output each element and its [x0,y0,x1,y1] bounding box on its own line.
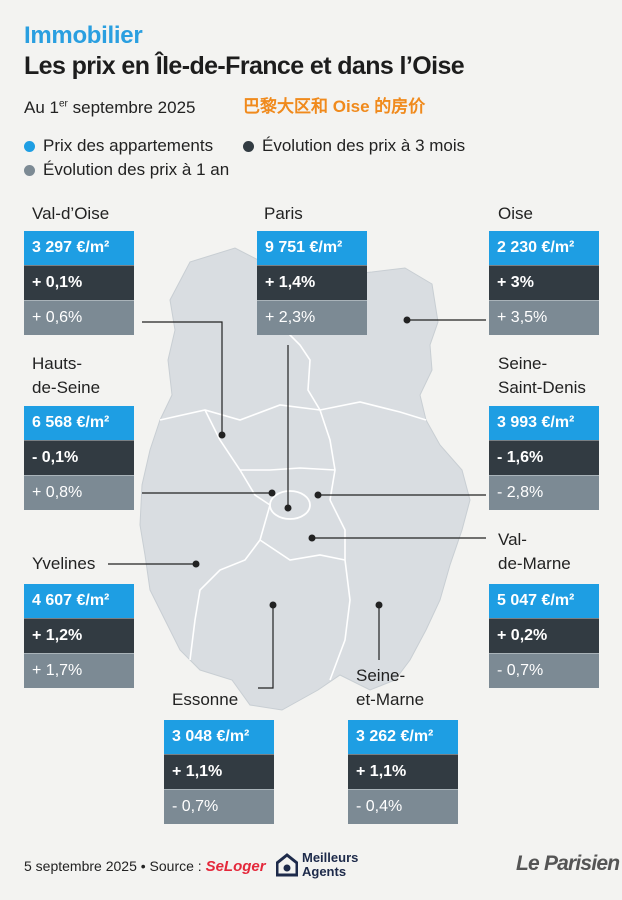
legend-dot-1-year [24,164,35,176]
legend-item-3-months: Évolution des prix à 3 mois [243,136,465,156]
meilleurs-agents-logo: Meilleurs Agents [276,851,358,879]
legend-dot-price [24,140,35,152]
label-seine-saint-denis: Seine- Saint-Denis [498,354,586,397]
price-cell: 2 230 €/m² [489,231,599,265]
le-parisien-logo: Le Parisien [516,852,620,875]
seloger-logo: SeLoger [205,858,266,875]
change-3-months-cell: + 3% [489,265,599,300]
label-paris: Paris [264,204,303,223]
price-cell: 3 297 €/m² [24,231,134,265]
house-icon [276,853,298,877]
date-line: Au 1er septembre 2025 [24,98,196,117]
source-line: 5 septembre 2025 • Source : SeLoger [24,858,266,875]
price-cell: 3 993 €/m² [489,406,599,440]
change-3-months-cell: + 1,1% [348,754,458,789]
kicker: Immobilier [24,22,143,49]
price-cell: 4 607 €/m² [24,584,134,618]
change-3-months-cell: + 1,2% [24,618,134,653]
page-title: Les prix en Île-de-France et dans l’Oise [24,52,465,80]
change-1-year-cell: + 0,8% [24,475,134,510]
change-3-months-cell: + 1,4% [257,265,367,300]
data-box-hauts-de-seine: 6 568 €/m² - 0,1% + 0,8% [24,406,134,510]
label-val-doise: Val-d’Oise [32,204,110,223]
data-box-oise: 2 230 €/m² + 3% + 3,5% [489,231,599,335]
change-3-months-cell: + 0,1% [24,265,134,300]
price-cell: 3 048 €/m² [164,720,274,754]
data-box-essonne: 3 048 €/m² + 1,1% - 0,7% [164,720,274,824]
change-1-year-cell: - 0,7% [164,789,274,824]
change-1-year-cell: - 0,4% [348,789,458,824]
change-1-year-cell: + 0,6% [24,300,134,335]
change-1-year-cell: - 2,8% [489,475,599,510]
legend-item-1-year: Évolution des prix à 1 an [24,160,229,180]
change-3-months-cell: + 0,2% [489,618,599,653]
legend-item-price: Prix des appartements [24,136,213,156]
data-box-val-de-marne: 5 047 €/m² + 0,2% - 0,7% [489,584,599,688]
label-yvelines: Yvelines [32,554,96,573]
change-1-year-cell: + 1,7% [24,653,134,688]
price-cell: 9 751 €/m² [257,231,367,265]
label-hauts-de-seine: Hauts-de-Seine [32,354,101,397]
data-box-seine-saint-denis: 3 993 €/m² - 1,6% - 2,8% [489,406,599,510]
leader-dots [192,316,411,609]
label-seine-et-marne: Seine-et-Marne [356,666,425,709]
change-3-months-cell: + 1,1% [164,754,274,789]
change-1-year-cell: + 3,5% [489,300,599,335]
change-1-year-cell: + 2,3% [257,300,367,335]
change-3-months-cell: - 0,1% [24,440,134,475]
leader-lines [108,319,486,689]
label-oise: Oise [498,204,533,223]
department-borders [159,261,427,681]
legend-dot-3-months [243,140,254,152]
change-1-year-cell: - 0,7% [489,653,599,688]
price-cell: 3 262 €/m² [348,720,458,754]
paris-outline [269,490,311,520]
data-box-yvelines: 4 607 €/m² + 1,2% + 1,7% [24,584,134,688]
price-cell: 5 047 €/m² [489,584,599,618]
change-3-months-cell: - 1,6% [489,440,599,475]
label-val-de-marne: Val-de-Marne [498,530,571,573]
data-box-val-doise: 3 297 €/m² + 0,1% + 0,6% [24,231,134,335]
data-box-paris: 9 751 €/m² + 1,4% + 2,3% [257,231,367,335]
price-cell: 6 568 €/m² [24,406,134,440]
label-essonne: Essonne [172,690,239,709]
chinese-caption: 巴黎大区和 Oise 的房价 [243,97,426,116]
data-box-seine-et-marne: 3 262 €/m² + 1,1% - 0,4% [348,720,458,824]
